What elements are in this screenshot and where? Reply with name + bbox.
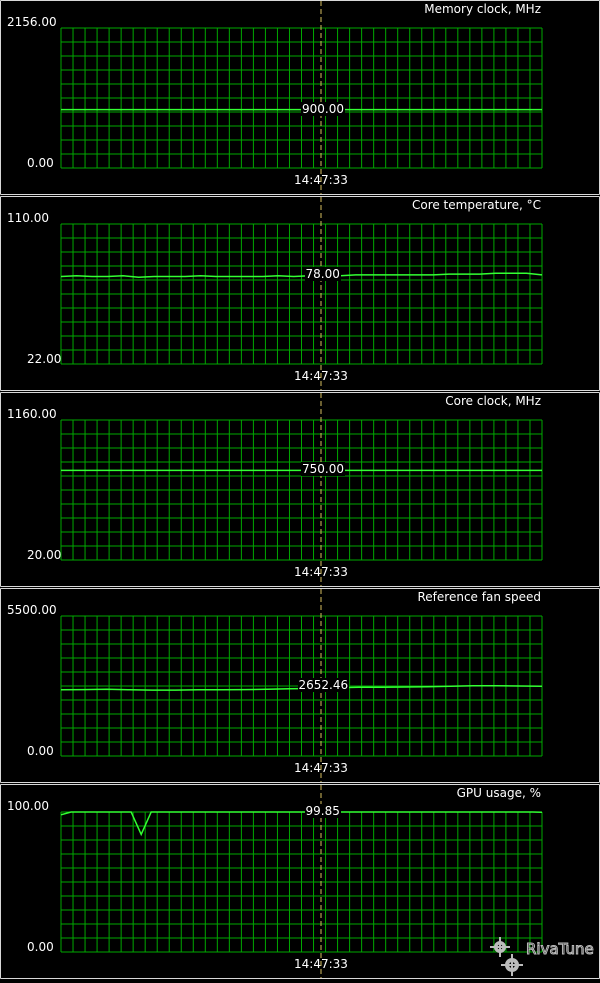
y-max-label: 5500.00: [7, 603, 57, 617]
time-label: 14:47:33: [294, 173, 348, 187]
y-min-label: 20.00: [27, 548, 62, 562]
graph-title: GPU usage, %: [456, 786, 541, 800]
y-min-label: 22.00: [27, 352, 62, 366]
time-label: 14:47:33: [294, 565, 348, 579]
graph-title: Memory clock, MHz: [424, 2, 541, 16]
y-min-label: 0.00: [27, 940, 54, 954]
time-label: 14:47:33: [294, 761, 348, 775]
graph-plot: [60, 393, 543, 586]
y-min-label: 0.00: [27, 744, 54, 758]
graph-plot: [60, 589, 543, 782]
graph-panel: Memory clock, MHz 2156.00 0.00 14:47:33 900.…: [0, 0, 600, 195]
current-value: 2652.46: [297, 678, 350, 693]
y-max-label: 1160.00: [7, 407, 57, 421]
graph-plot: [60, 1, 543, 194]
current-value: 750.00: [301, 462, 345, 477]
y-max-label: 110.00: [7, 211, 49, 225]
series-line: [60, 811, 543, 837]
logo-text: RivaTuner: [526, 940, 594, 958]
rivatuner-logo: RivaTuner: [490, 937, 600, 977]
gear-icon: [490, 937, 523, 976]
graph-plot: [60, 197, 543, 390]
graph-title: Reference fan speed: [417, 590, 542, 604]
time-label: 14:47:33: [294, 957, 348, 971]
y-max-label: 100.00: [7, 799, 49, 813]
y-min-label: 0.00: [27, 156, 54, 170]
graph-plot: [60, 785, 543, 978]
graph-title: Core clock, MHz: [445, 394, 541, 408]
y-max-label: 2156.00: [7, 15, 57, 29]
current-value: 99.85: [304, 804, 341, 819]
graph-panel: Core clock, MHz 1160.00 20.00 14:47:33 750.0…: [0, 392, 600, 587]
series-line: [60, 272, 543, 279]
graph-title: Core temperature, °C: [411, 198, 541, 212]
current-value: 900.00: [301, 101, 345, 116]
graph-panel: Core temperature, °C 110.00 22.00 14:47:33 7…: [0, 196, 600, 391]
time-label: 14:47:33: [294, 369, 348, 383]
current-value: 78.00: [304, 266, 341, 281]
graph-panel: Reference fan speed 5500.00 0.00 14:47:33 26…: [0, 588, 600, 783]
